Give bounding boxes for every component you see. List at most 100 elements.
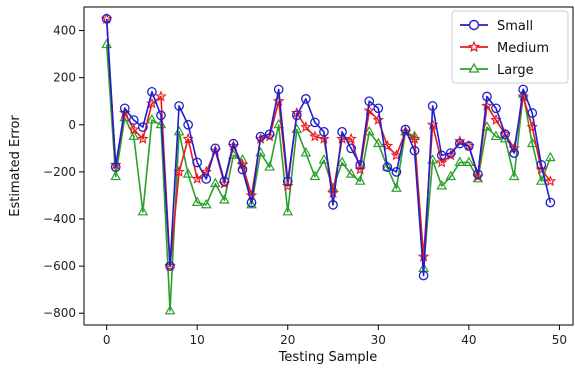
data-point-small [183,119,193,130]
data-point-small [509,148,519,158]
y-axis-label: Estimated Error [8,115,23,217]
data-point-large [164,304,176,315]
data-point-small [219,176,230,187]
data-point-medium [155,90,167,102]
data-point-small [527,108,538,118]
data-point-large [372,137,384,148]
data-point-large [490,130,502,141]
data-point-small [264,129,275,140]
data-point-small [373,103,384,114]
x-tick-label: 20 [280,333,295,347]
data-point-medium [236,158,249,170]
y-tick-label: −600 [43,259,76,273]
legend-marker-small [468,19,480,31]
data-point-small [165,261,175,271]
data-point-large [146,114,158,124]
data-point-large [445,170,457,181]
y-tick-label: 0 [68,118,76,132]
data-point-small [273,84,284,95]
data-point-small [464,141,474,151]
data-point-small [110,162,121,173]
legend-marker-large [468,62,480,73]
series-small [101,13,556,281]
data-point-small [301,94,311,104]
data-point-medium [309,130,321,142]
legend-item-small: Small [460,19,533,34]
data-point-small [128,115,139,125]
data-point-small [192,157,203,168]
data-point-small [174,101,184,111]
y-tick-label: 400 [53,24,76,38]
y-tick-label: −800 [43,306,76,320]
data-point-small [445,148,456,158]
data-point-small [328,200,338,210]
data-point-small [255,131,266,142]
data-point-large [182,168,194,178]
data-point-medium [363,104,376,116]
legend-box [451,10,569,84]
data-point-large [436,179,448,190]
data-point-large [309,170,321,181]
data-point-small [291,110,302,121]
data-point-small [201,174,212,184]
data-point-medium [408,132,421,144]
data-point-small [536,159,547,170]
data-point-small [319,126,329,137]
data-point-small [364,96,375,107]
data-point-medium [327,186,339,199]
data-point-small [156,110,166,121]
legend-label-small: Small [497,19,533,34]
data-point-small [246,197,257,208]
data-point-medium [481,99,493,111]
data-point-medium [526,121,539,133]
data-point-small [391,167,402,177]
x-tick-label: 0 [103,333,111,347]
data-point-small [400,124,411,135]
y-tick-label: 200 [53,71,76,85]
x-axis-label: Testing Sample [278,350,378,365]
data-point-small [355,159,366,170]
x-tick-label: 50 [552,333,567,347]
data-point-medium [137,132,149,144]
data-point-small [282,176,293,187]
data-point-medium [164,260,176,272]
data-point-large [318,154,330,164]
data-point-medium [191,172,203,184]
plot-frame [83,6,574,326]
data-point-large [382,161,393,171]
data-point-large [545,151,556,162]
legend-item-large: Large [460,62,534,78]
data-point-large [219,194,230,204]
data-point-medium [345,132,357,144]
data-point-small [418,270,429,281]
data-point-medium [544,175,557,187]
data-point-large [282,205,294,216]
data-point-small [228,138,239,149]
data-point-medium [517,90,529,102]
data-point-small [147,86,157,97]
data-point-medium [435,156,448,168]
data-point-large [454,156,466,166]
data-point-medium [300,121,312,133]
data-point-large [110,170,122,181]
data-point-medium [272,95,285,107]
data-point-small [310,117,320,128]
data-point-large [200,198,212,209]
data-point-large [400,125,411,136]
data-point-large [300,147,312,157]
y-axis-ticks: −800 −600 −400 −200 0 200 400 [43,24,84,320]
data-point-small [482,91,492,102]
series-line-small [105,18,552,277]
data-point-large [345,168,357,178]
legend-label-medium: Medium [497,41,549,56]
data-point-small [101,13,112,24]
data-point-small [346,143,356,154]
y-tick-label: −200 [43,165,76,179]
legend-item-medium: Medium [460,40,549,56]
data-point-small [545,197,556,208]
data-point-small [119,103,130,114]
data-point-large [264,161,275,171]
plot-area [100,12,557,315]
data-point-large [526,137,538,148]
data-point-small [500,129,510,140]
